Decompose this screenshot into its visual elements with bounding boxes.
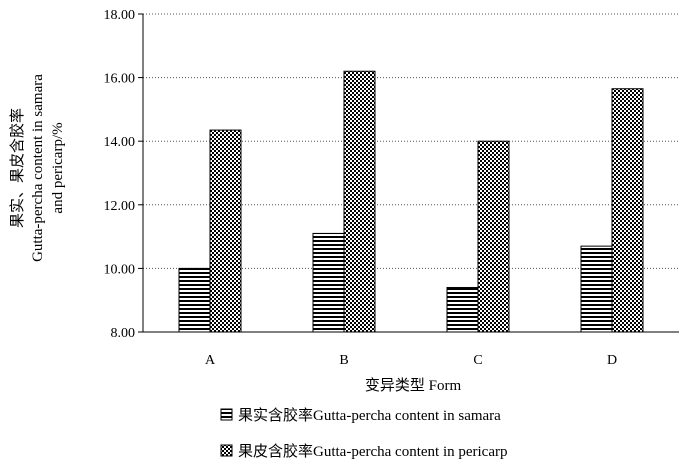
y-tick-label: 12.00 [104, 199, 136, 214]
bar-samara-A [178, 267, 211, 333]
legend: 果实含胶率Gutta-percha content in samara 果皮含胶… [220, 407, 508, 460]
bars [178, 70, 644, 333]
bar-pericarp-A [209, 129, 242, 333]
legend-label-samara: 果实含胶率Gutta-percha content in samara [238, 407, 501, 424]
legend-label-pericarp: 果皮含胶率Gutta-percha content in pericarp [238, 443, 508, 460]
x-tick-label: A [205, 353, 216, 368]
legend-swatch-samara [220, 408, 233, 421]
y-axis-title-line-1: 果实、果皮含胶率 [9, 108, 26, 228]
y-tick-label: 16.00 [104, 72, 136, 87]
x-tick-label: B [339, 353, 348, 368]
bar-pericarp-D [611, 88, 644, 333]
y-tick-label: 18.00 [104, 8, 136, 23]
y-axis-title-line-3: and pericarp/% [50, 122, 66, 213]
y-axis-title-line-2: Gutta-percha content in samara [30, 74, 46, 262]
gridlines [143, 13, 679, 269]
axes: 8.00 10.00 12.00 14.00 16.00 18.00 A B C D [104, 8, 679, 368]
legend-swatch-pericarp [220, 444, 233, 457]
y-tick-label: 10.00 [104, 262, 136, 277]
x-axis-title: 变异类型 Form [365, 377, 462, 394]
y-tick-label: 8.00 [111, 326, 136, 341]
y-axis-title: 果实、果皮含胶率 Gutta-percha content in samara … [9, 74, 66, 262]
x-tick-label: C [473, 353, 482, 368]
bar-samara-B [312, 232, 345, 333]
y-tick-label: 14.00 [104, 135, 136, 150]
bar-samara-C [446, 286, 479, 333]
legend-item-samara: 果实含胶率Gutta-percha content in samara [220, 407, 501, 424]
bar-samara-D [580, 245, 613, 333]
x-tick-label: D [607, 353, 617, 368]
bar-pericarp-B [343, 70, 376, 333]
legend-item-pericarp: 果皮含胶率Gutta-percha content in pericarp [220, 443, 508, 460]
bar-pericarp-C [477, 140, 510, 333]
